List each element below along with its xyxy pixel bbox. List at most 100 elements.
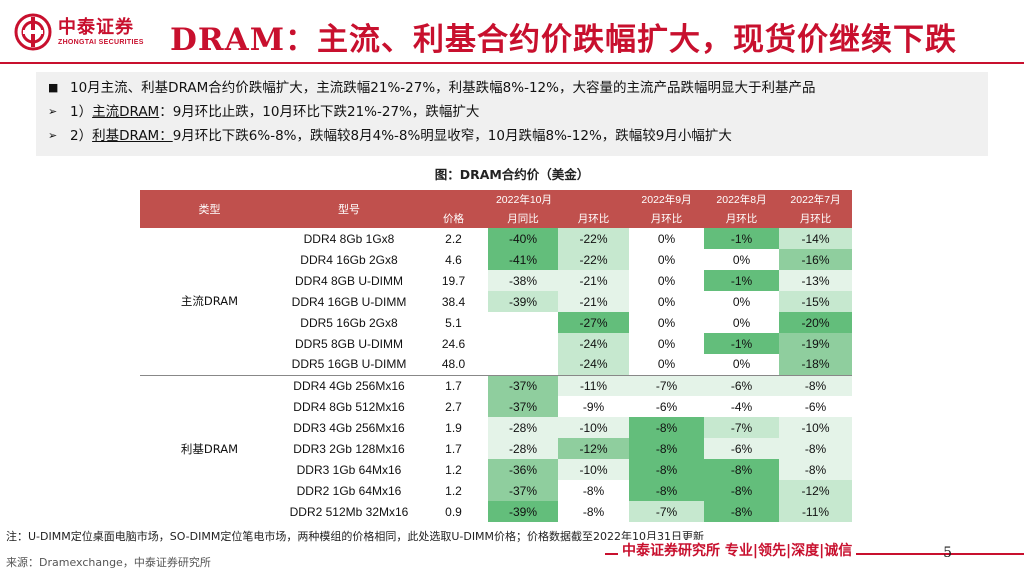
model-cell: DDR2 512Mb 32Mx16 (289, 504, 409, 519)
yoy-cell: -37% (488, 480, 558, 501)
table-row: DDR5 16Gb 2Gx8 5.1 -27% 0% 0% -20% (140, 312, 852, 333)
footnote: 注：U-DIMM定位桌面电脑市场，SO-DIMM定位笔电市场，两种模组的价格相同… (6, 530, 705, 543)
yoy-cell: -28% (488, 417, 558, 438)
header-sep-2022: 2022年9月 (629, 190, 704, 209)
header-jul-mom: 月环比 (779, 209, 852, 228)
table-row: DDR2 1Gb 64Mx16 1.2 -37% -8% -8% -8% -12… (140, 480, 852, 501)
oct-mom-cell: -27% (558, 312, 629, 333)
price-cell: 24.6 (441, 336, 466, 351)
table-row: 主流DRAM DDR4 8Gb 1Gx8 2.2 -40% -22% 0% -1… (140, 228, 852, 308)
oct-mom-cell: -12% (558, 438, 629, 459)
yoy-cell: -40% (488, 228, 558, 249)
summary-line-1: ■ 10月主流、利基DRAM合约价跌幅扩大，主流跌幅21%-27%，利基跌幅8%… (48, 76, 976, 100)
sep-mom-cell: 0% (657, 273, 676, 288)
oct-mom-cell: -10% (558, 417, 629, 438)
yoy-cell: -39% (488, 291, 558, 312)
aug-mom-cell: -8% (704, 459, 779, 480)
summary-line-3: ➢ 2） 利基DRAM： 9月环比下跌6%-8%，跌幅较8月4%-8%明显收窄，… (48, 124, 976, 148)
summary-line-2: ➢ 1） 主流DRAM ：9月环比止跌，10月环比下跌21%-27%，跌幅扩大 (48, 100, 976, 124)
sep-mom-cell: -8% (629, 438, 704, 459)
aug-mom-cell: -4% (730, 399, 753, 414)
jul-mom-cell: -8% (779, 459, 852, 480)
model-cell: DDR4 8Gb 512Mx16 (293, 399, 405, 414)
price-cell: 1.2 (445, 483, 462, 498)
jul-mom-cell: -16% (779, 249, 852, 270)
yoy-cell (488, 333, 558, 354)
summary-line-prefix: 2） (70, 128, 93, 144)
jul-mom-cell: -8% (779, 374, 852, 396)
jul-mom-cell: -15% (779, 291, 852, 312)
table-row: DDR3 4Gb 256Mx16 1.9 -28% -10% -8% -7% -… (140, 417, 852, 438)
price-cell: 4.6 (445, 252, 462, 267)
oct-mom-cell: -9% (582, 399, 605, 414)
aug-mom-cell: -1% (704, 333, 779, 354)
sep-mom-cell: -7% (629, 501, 704, 522)
sep-mom-cell: -8% (629, 459, 704, 480)
sep-mom-cell: 0% (657, 294, 676, 309)
aug-mom-cell: -1% (704, 270, 779, 291)
price-cell: 1.7 (419, 374, 488, 396)
yoy-cell: -37% (488, 396, 558, 417)
oct-mom-cell: -8% (582, 483, 605, 498)
header-divider (0, 62, 1024, 64)
model-cell: DDR4 16Gb 2Gx8 (300, 252, 398, 267)
header-oct-mom: 月环比 (558, 209, 629, 228)
model-cell: DDR5 16GB U-DIMM (291, 357, 407, 372)
table-row: DDR4 16GB U-DIMM 38.4 -39% -21% 0% 0% -1… (140, 291, 852, 312)
header-yoy: 月同比 (488, 209, 558, 228)
jul-mom-cell: -20% (779, 312, 852, 333)
jul-mom-cell: -19% (779, 333, 852, 354)
aug-mom-cell: 0% (732, 252, 751, 267)
price-cell: 19.7 (441, 273, 466, 288)
oct-mom-cell: -24% (558, 333, 629, 354)
price-cell: 2.2 (445, 231, 462, 246)
yoy-cell: -39% (488, 501, 558, 522)
jul-mom-cell: -13% (779, 270, 852, 291)
logo-cn-text: 中泰证券 (58, 16, 134, 38)
arrow-bullet-icon: ➢ (48, 129, 58, 142)
oct-mom-cell: -21% (558, 291, 629, 312)
logo-en-text: ZHONGTAI SECURITIES (58, 38, 144, 46)
price-cell: 2.7 (445, 399, 462, 414)
oct-mom-cell: -22% (558, 228, 629, 249)
table-row: DDR5 16GB U-DIMM 48.0 -24% 0% 0% -18% (140, 354, 852, 375)
jul-mom-cell: -18% (779, 354, 852, 375)
table-row: DDR2 512Mb 32Mx16 0.9 -39% -8% -7% -8% -… (140, 501, 852, 522)
oct-mom-cell: -11% (558, 374, 629, 396)
company-logo: 中泰证券 ZHONGTAI SECURITIES (14, 10, 164, 54)
jul-mom-cell: -11% (779, 501, 852, 522)
aug-mom-cell: 0% (732, 294, 751, 309)
jul-mom-cell: -8% (779, 438, 852, 459)
source-note: 来源：Dramexchange，中泰证券研究所 (6, 556, 211, 569)
table-row: DDR4 16Gb 2Gx8 4.6 -41% -22% 0% 0% -16% (140, 249, 852, 270)
table-row: DDR3 2Gb 128Mx16 1.7 -28% -12% -8% -6% -… (140, 438, 852, 459)
jul-mom-cell: -10% (779, 417, 852, 438)
sep-mom-cell: 0% (657, 357, 676, 372)
summary-line-text: ：9月环比止跌，10月环比下跌21%-27%，跌幅扩大 (159, 104, 480, 120)
sep-mom-cell: 0% (657, 315, 676, 330)
table-row: DDR3 1Gb 64Mx16 1.2 -36% -10% -8% -8% -8… (140, 459, 852, 480)
summary-line-text: 9月环比下跌6%-8%，跌幅较8月4%-8%明显收窄，10月跌幅8%-12%，跌… (172, 128, 732, 144)
header-price: 价格 (419, 209, 488, 228)
header-oct-2022: 2022年10月 (419, 190, 629, 209)
summary-line-underlined: 主流DRAM (92, 104, 160, 120)
sep-mom-cell: -8% (629, 417, 704, 438)
dram-price-table: 类型 型号 2022年10月 2022年9月 2022年8月 2022年7月 价… (140, 190, 852, 522)
yoy-cell: -36% (488, 459, 558, 480)
summary-line-prefix: 1） (70, 104, 93, 120)
jul-mom-cell: -12% (779, 480, 852, 501)
yoy-cell: -38% (488, 270, 558, 291)
model-cell: DDR4 16GB U-DIMM (291, 294, 407, 309)
table-title: 图：DRAM合约价（美金） (434, 167, 590, 182)
aug-mom-cell: -8% (704, 501, 779, 522)
price-cell: 1.7 (445, 441, 462, 456)
table-row: DDR4 8Gb 512Mx16 2.7 -37% -9% -6% -4% -6… (140, 396, 852, 417)
table-row: DDR4 8GB U-DIMM 19.7 -38% -21% 0% -1% -1… (140, 270, 852, 291)
price-cell: 38.4 (441, 294, 466, 309)
footer-slogan: 中泰证券研究所 专业|领先|深度|诚信 (618, 540, 857, 560)
sep-mom-cell: -8% (629, 480, 704, 501)
logo-emblem-icon (14, 13, 52, 51)
yoy-cell: -37% (488, 374, 558, 396)
aug-mom-cell: 0% (732, 357, 751, 372)
yoy-cell (488, 312, 558, 333)
